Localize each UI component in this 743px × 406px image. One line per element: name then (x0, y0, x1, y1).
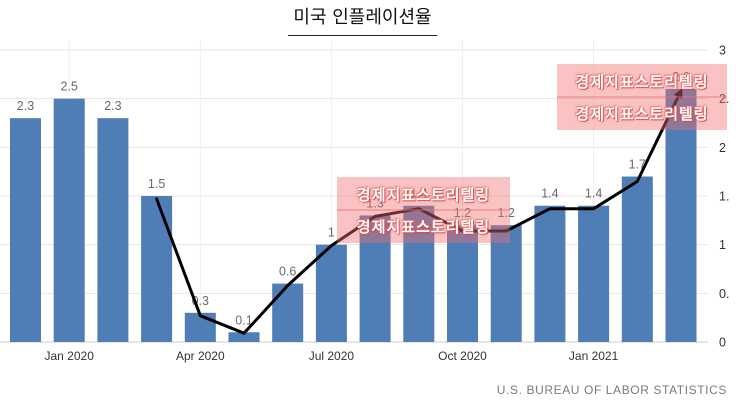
y-axis: 0 0. 1 1. 2 2. 3 (719, 44, 729, 350)
bar (359, 215, 391, 342)
bars (10, 88, 697, 343)
bar (97, 118, 129, 342)
bar-value-label: 2.3 (104, 99, 121, 113)
watermark-text: 경제지표스토리텔링 (356, 217, 491, 236)
bar (53, 98, 85, 343)
trend-line (155, 88, 683, 335)
bar-value-label: 1.2 (498, 206, 515, 220)
x-tick-label: Jan 2020 (45, 349, 95, 363)
bar (141, 196, 173, 342)
watermark-text: 경제지표스토리텔링 (575, 104, 709, 123)
x-tick-label: Oct 2020 (438, 349, 487, 363)
bar-value-label: 2.5 (61, 80, 78, 94)
y-tick-label: 0. (719, 287, 729, 301)
x-tick-label: Apr 2020 (176, 349, 225, 363)
bar-value-label: 2.3 (17, 99, 34, 113)
y-tick-label: 2. (719, 92, 729, 106)
x-tick-label: Jul 2020 (309, 349, 355, 363)
bar (665, 88, 697, 342)
bar (272, 283, 304, 342)
bar (403, 205, 435, 342)
y-tick-label: 1 (719, 238, 726, 252)
y-tick-label: 3 (719, 44, 726, 58)
bar (447, 225, 478, 342)
bar (184, 312, 216, 342)
bar-value-label: 2.6 (672, 70, 689, 84)
watermark-text: 경제지표스토리텔링 (575, 72, 709, 91)
bar (534, 205, 566, 342)
bar-value-label: 1.4 (541, 187, 558, 201)
bar-value-label: 1.4 (585, 187, 602, 201)
source-note: U.S. BUREAU OF LABOR STATISTICS (496, 383, 727, 397)
y-tick-label: 1. (719, 190, 729, 204)
watermark-center: 경제지표스토리텔링 경제지표스토리텔링 (337, 177, 510, 243)
watermark-text: 경제지표스토리텔링 (356, 185, 491, 204)
bar (490, 225, 522, 342)
bar (315, 244, 347, 342)
watermark-band: 경제지표스토리텔링 (557, 96, 727, 130)
x-tick-label: Jan 2021 (569, 349, 619, 363)
watermark-band: 경제지표스토리텔링 (557, 64, 727, 98)
watermark-top-right: 경제지표스토리텔링 경제지표스토리텔링 (557, 64, 727, 130)
bar-value-label: 1 (328, 226, 335, 240)
bar-value-label: 1.7 (629, 158, 646, 172)
data-labels: 2.32.52.31.50.30.10.611.31.41.2 1.21.4 1.4… (17, 70, 690, 327)
bar-value-label: 0.1 (235, 313, 252, 327)
x-axis: Jan 2020 Apr 2020 Jul 2020 Oct 2020 Jan 2021 (45, 349, 619, 363)
y-tick-label: 2 (719, 141, 726, 155)
bar-value-label: 1.5 (148, 177, 165, 191)
bar-value-label: 1.4 (410, 187, 427, 201)
watermark-band: 경제지표스토리텔링 (337, 177, 510, 211)
watermark-band: 경제지표스토리텔링 (337, 209, 510, 243)
bar-value-label: 1.3 (366, 196, 383, 210)
chart-title: 미국 인플레이션율 (288, 5, 437, 36)
bar (228, 332, 260, 342)
bar-value-label: 1.2 (454, 206, 471, 220)
bar-value-label: 0.6 (279, 265, 296, 279)
bar (10, 118, 41, 342)
bar (621, 176, 653, 342)
trend-line-path (155, 88, 683, 335)
y-tick-label: 0 (719, 336, 726, 350)
bar (578, 205, 610, 342)
